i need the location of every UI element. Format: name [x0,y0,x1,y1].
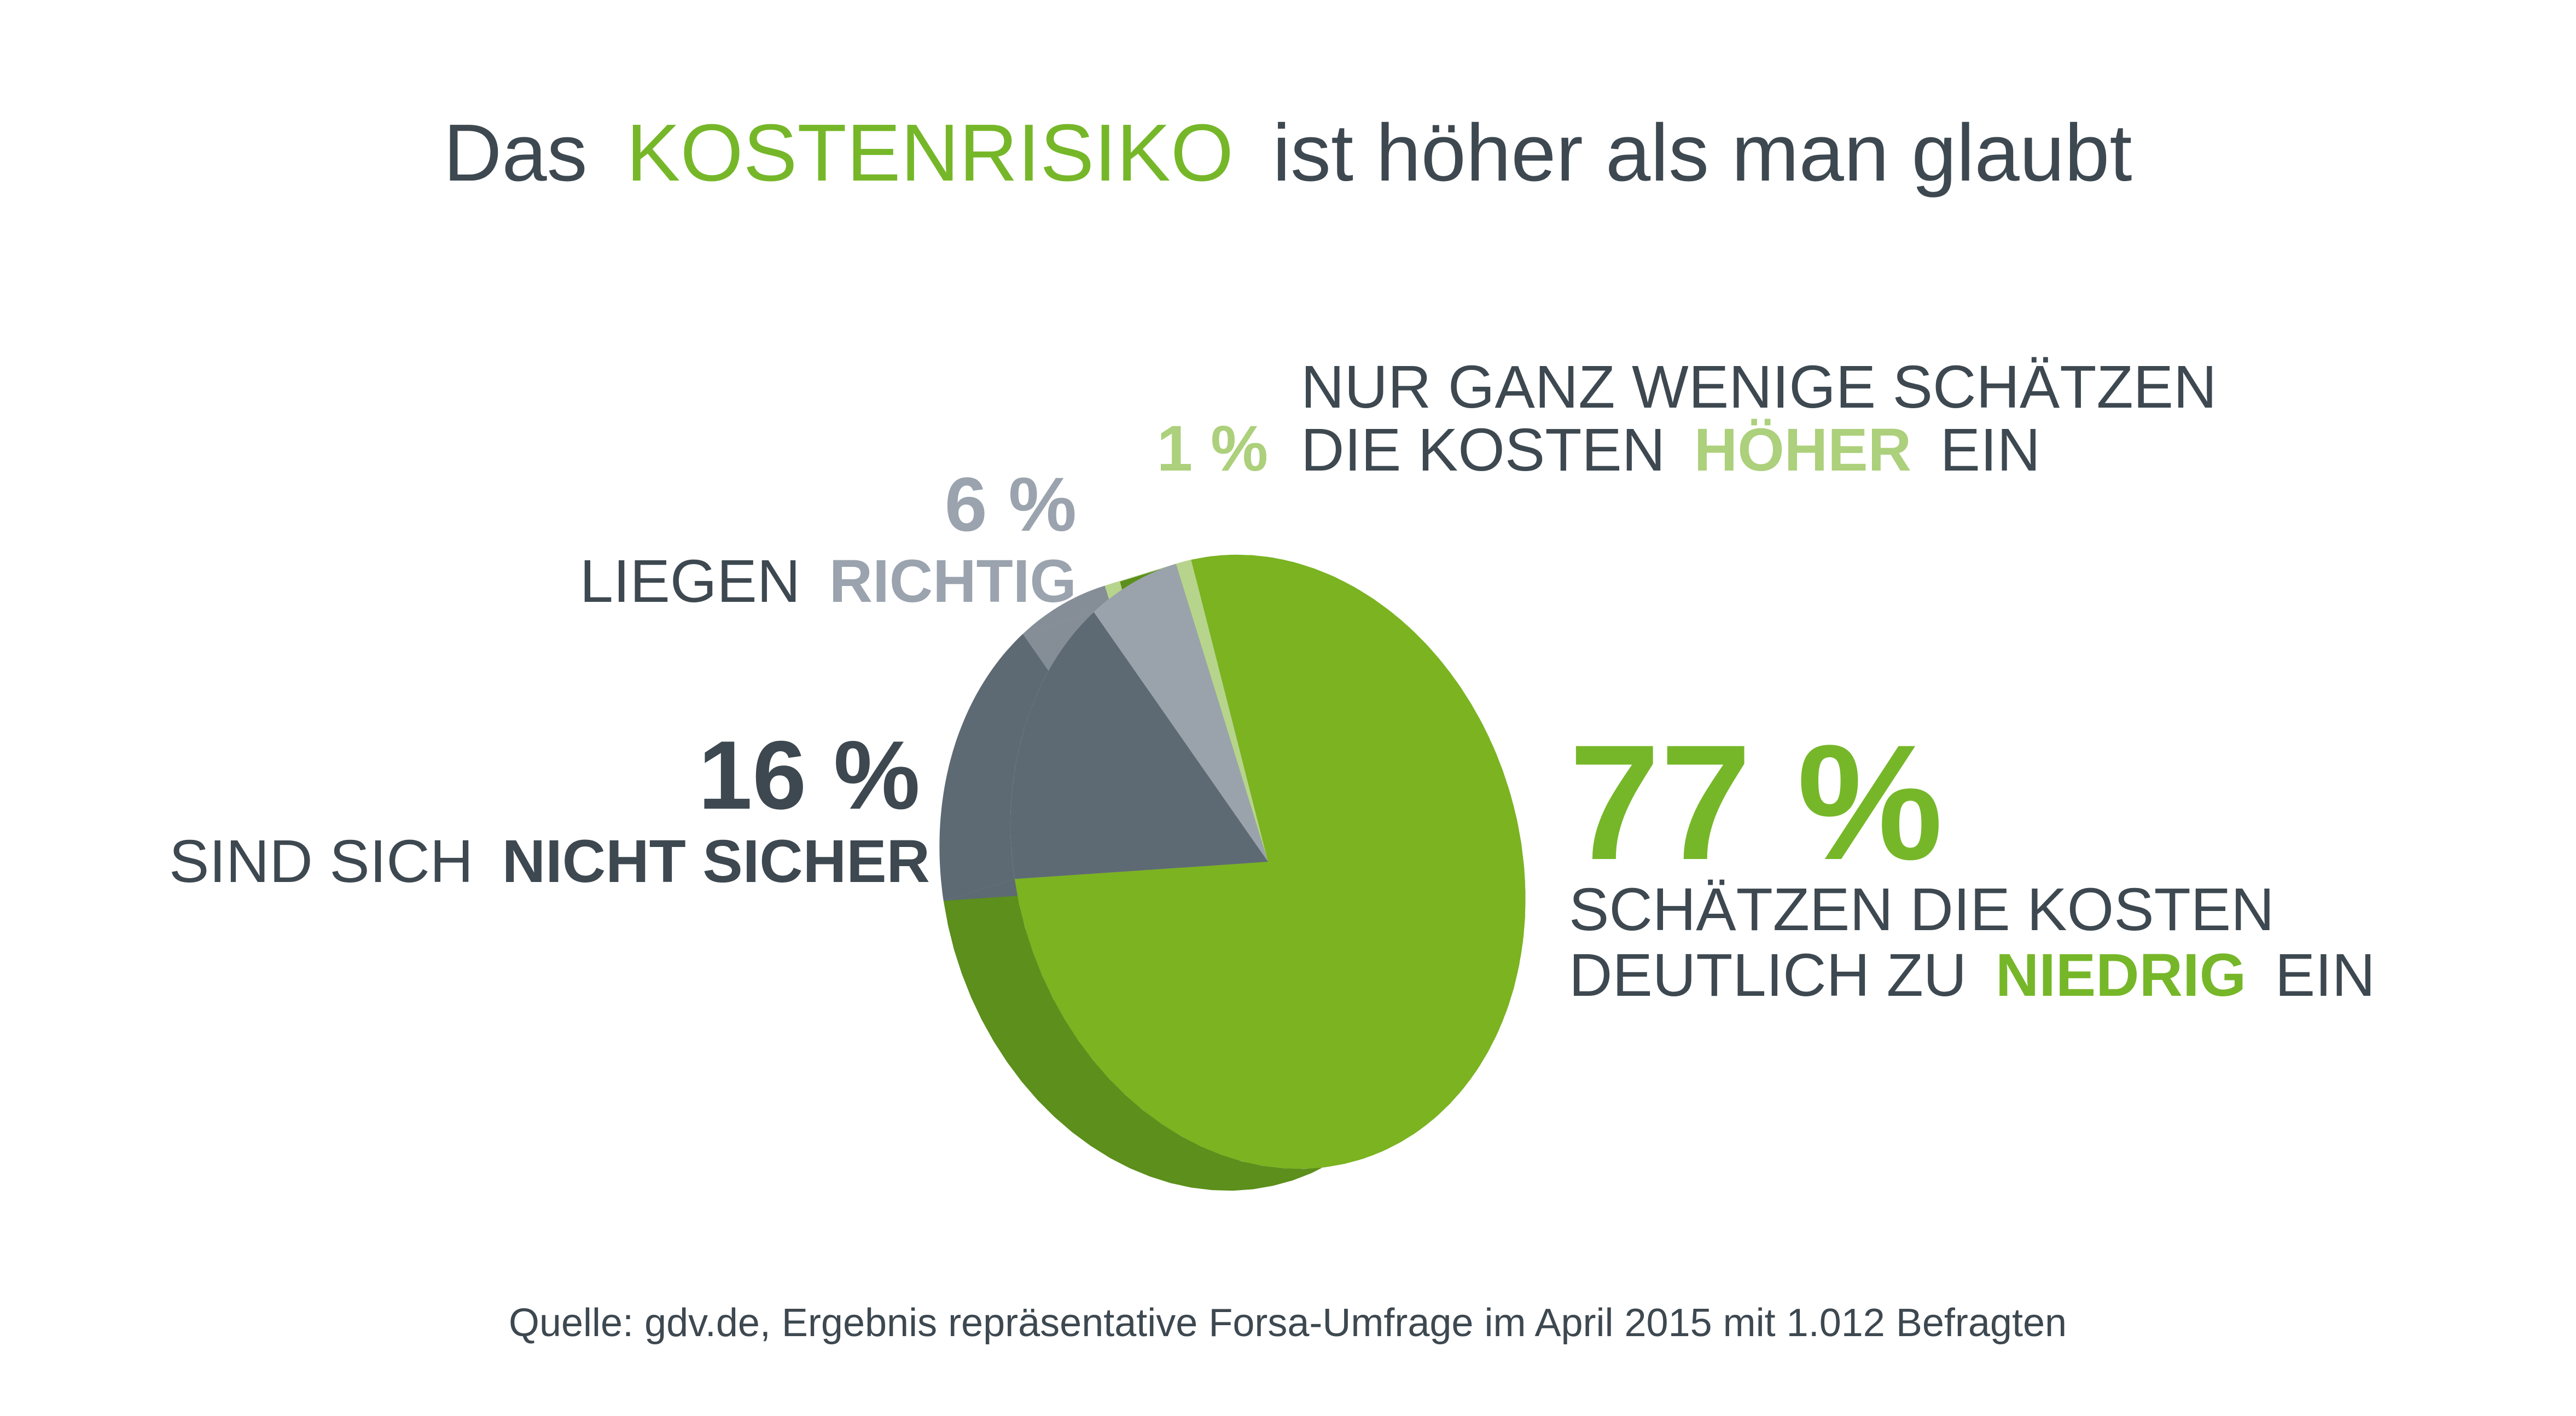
label-text: DIE KOSTEN [1301,416,1665,484]
pie-slice-nicht-sicher-side [939,612,1094,901]
label-highlight: NIEDRIG [1996,942,2246,1009]
slice-label-line-1: SCHÄTZEN DIE KOSTEN [1569,876,2275,943]
slice-label-line: SIND SICH NICHT SICHER [169,828,930,895]
label-text: EIN [1940,416,2040,484]
chart-title: Das KOSTENRISIKO ist höher als man glaub… [443,108,2132,198]
percent-label-1: 1 % [1157,413,1268,485]
label-highlight: HÖHER [1694,416,1911,484]
slice-label-line: LIEGEN RICHTIG [580,548,1077,615]
label-slice-richtig: 6 % LIEGEN RICHTIG [580,461,1077,615]
slice-label-line-2: DIE KOSTEN HÖHER EIN [1301,416,2040,484]
label-highlight: RICHTIG [829,548,1077,615]
title-highlight: KOSTENRISIKO [626,108,1234,198]
pie-slice-richtig-side [1022,564,1176,634]
pie-slice-niedrig [1014,554,1526,1169]
pie-slice-richtig [1094,564,1268,862]
pie-chart [939,554,1526,1191]
label-text: SIND SICH [169,828,473,895]
title-suffix: ist höher als man glaubt [1272,108,2132,198]
title-prefix: Das [443,108,587,198]
label-slice-niedrig: 77 % SCHÄTZEN DIE KOSTEN DEUTLICH ZU NIE… [1569,710,2375,1009]
label-text: EIN [2275,942,2375,1009]
label-slice-hoeher: 1 % NUR GANZ WENIGE SCHÄTZEN DIE KOSTEN … [1157,353,2217,485]
pie-slice-nicht-sicher [1010,612,1268,879]
percent-label-6: 6 % [945,461,1077,547]
pie-slice-hoeher [1176,560,1268,862]
percent-label-77: 77 % [1569,710,1943,894]
label-text: LIEGEN [580,548,800,615]
label-text: DEUTLICH ZU [1569,942,1967,1009]
label-slice-nicht-sicher: 16 % SIND SICH NICHT SICHER [169,721,930,895]
slice-label-line-2: DEUTLICH ZU NIEDRIG EIN [1569,942,2375,1009]
slice-label-line-1: NUR GANZ WENIGE SCHÄTZEN [1301,353,2217,421]
label-highlight: NICHT SICHER [502,828,930,895]
percent-label-16: 16 % [698,721,920,829]
source-note: Quelle: gdv.de, Ergebnis repräsentative … [509,1301,2067,1345]
